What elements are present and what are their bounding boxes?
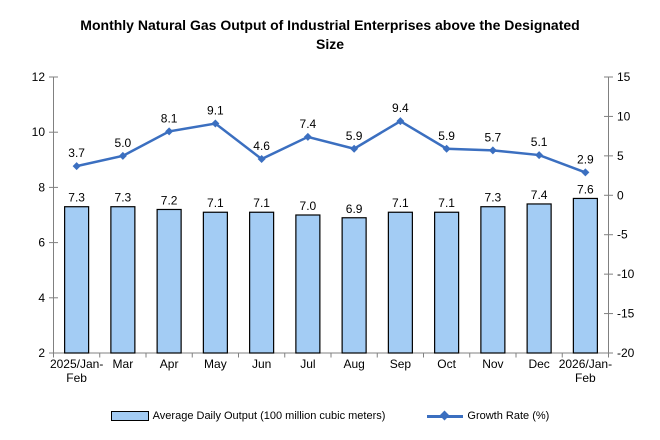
right-axis-tick-label: -20 [617, 346, 635, 360]
bar-value-label: 7.1 [392, 196, 409, 210]
line-value-label: 5.9 [438, 129, 455, 143]
line-value-label: 4.6 [253, 139, 270, 153]
x-axis-category-label: Nov [482, 357, 503, 371]
growth-rate-marker-icon [442, 144, 451, 153]
right-axis-tick-label: -5 [617, 228, 628, 242]
chart-title: Monthly Natural Gas Output of Industrial… [0, 16, 660, 54]
legend-label-average-daily-output: Average Daily Output (100 million cubic … [152, 410, 386, 422]
chart-title-text: Monthly Natural Gas Output of Industrial… [80, 17, 580, 52]
line-value-label: 9.4 [392, 101, 409, 115]
x-axis-category-label: Oct [437, 357, 456, 371]
bar-average-daily-output [249, 211, 275, 354]
line-value-label: 7.4 [300, 117, 317, 131]
x-axis-category-label: Jun [252, 357, 271, 371]
growth-rate-marker-icon [488, 146, 497, 155]
right-axis-tick-label: 10 [617, 109, 631, 123]
left-axis-tick-label: 10 [32, 125, 46, 139]
growth-rate-marker-icon [350, 144, 359, 153]
left-axis-tick-label: 12 [32, 70, 46, 84]
right-axis-tick-label: 5 [617, 149, 624, 163]
line-value-label: 8.1 [161, 111, 178, 125]
chart-legend: Average Daily Output (100 million cubic … [0, 410, 660, 422]
bar-average-daily-output [295, 214, 321, 354]
line-value-label: 5.1 [531, 135, 548, 149]
growth-rate-marker-icon [581, 168, 590, 177]
line-value-label: 9.1 [207, 104, 224, 118]
left-axis-tick-label: 6 [38, 236, 45, 250]
right-axis-tick-label: -15 [617, 307, 635, 321]
growth-rate-marker-icon [165, 127, 174, 136]
left-axis-tick-label: 2 [38, 346, 45, 360]
legend-item-growth-rate: Growth Rate (%) [427, 410, 549, 422]
bar-value-label: 7.1 [207, 196, 224, 210]
bar-average-daily-output [110, 206, 136, 354]
x-axis-category-label: Jul [300, 357, 315, 371]
bar-average-daily-output [387, 211, 413, 354]
growth-rate-line [76, 119, 586, 174]
growth-rate-marker-icon [211, 119, 220, 128]
bar-average-daily-output [480, 206, 506, 354]
right-axis-tick-label: 0 [617, 188, 624, 202]
bar-value-label: 7.1 [253, 196, 270, 210]
growth-rate-marker-icon [396, 117, 405, 126]
x-axis-category-label: Feb [575, 371, 596, 385]
line-value-label: 5.7 [485, 130, 502, 144]
left-axis-tick-label: 4 [38, 291, 45, 305]
x-axis-category-label: Mar [113, 357, 134, 371]
right-axis-tick-label: -10 [617, 267, 635, 281]
bar-average-daily-output [156, 208, 182, 354]
bar-average-daily-output [526, 203, 552, 354]
x-axis-category-label: Aug [343, 357, 364, 371]
bar-value-label: 7.0 [300, 199, 317, 213]
growth-rate-marker-icon [118, 151, 127, 160]
left-axis-tick-label: 8 [38, 180, 45, 194]
bar-value-label: 7.3 [68, 191, 85, 205]
bar-value-label: 7.6 [577, 182, 594, 196]
line-value-label: 2.9 [577, 152, 594, 166]
growth-rate-marker-icon [72, 162, 81, 171]
bar-average-daily-output [202, 211, 228, 354]
bar-value-label: 6.9 [346, 202, 363, 216]
bar-series-swatch-icon [110, 411, 149, 421]
legend-item-average-daily-output: Average Daily Output (100 million cubic … [110, 410, 386, 422]
x-axis-category-label: 2025/Jan- [50, 357, 103, 371]
x-axis-category-label: Sep [390, 357, 412, 371]
growth-rate-marker-icon [257, 155, 266, 164]
bar-average-daily-output [341, 217, 367, 354]
bar-average-daily-output [572, 197, 598, 354]
x-axis-category-label: May [204, 357, 227, 371]
x-axis-category-label: Dec [528, 357, 549, 371]
x-axis-category-label: Feb [66, 371, 87, 385]
line-value-label: 5.9 [346, 129, 363, 143]
bar-value-label: 7.1 [438, 196, 455, 210]
bar-average-daily-output [64, 206, 90, 354]
x-axis-category-label: 2026/Jan- [559, 357, 612, 371]
growth-rate-marker-icon [535, 151, 544, 160]
line-value-label: 5.0 [115, 136, 132, 150]
bar-value-label: 7.3 [115, 191, 132, 205]
bar-value-label: 7.3 [485, 191, 502, 205]
line-series-swatch-icon [427, 410, 464, 421]
bar-value-label: 7.4 [531, 188, 548, 202]
x-axis-category-label: Apr [160, 357, 179, 371]
line-value-label: 3.7 [68, 146, 85, 160]
legend-label-growth-rate: Growth Rate (%) [467, 410, 550, 422]
right-axis-tick-label: 15 [617, 70, 631, 84]
bar-average-daily-output [434, 211, 460, 354]
growth-rate-marker-icon [303, 132, 312, 141]
bar-value-label: 7.2 [161, 193, 178, 207]
